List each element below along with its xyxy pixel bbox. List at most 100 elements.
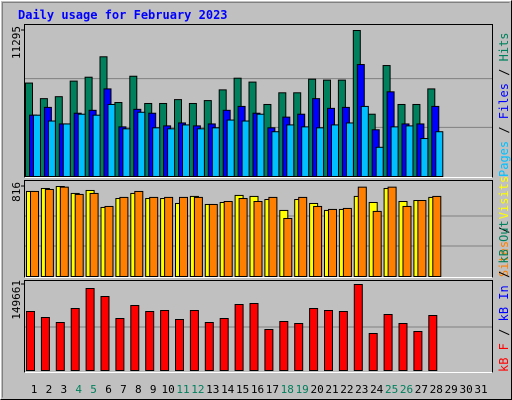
x-tick-label: 15 xyxy=(236,383,249,396)
x-tick-label: 8 xyxy=(135,383,142,396)
bar xyxy=(189,310,199,372)
bar xyxy=(226,119,235,177)
bar xyxy=(324,310,333,372)
bar xyxy=(313,205,323,278)
bar xyxy=(241,120,250,177)
bar xyxy=(417,200,427,277)
bar xyxy=(238,198,248,278)
x-tick-label: 6 xyxy=(105,383,112,396)
x-tick-label: 22 xyxy=(340,383,353,396)
x-tick-label: 3 xyxy=(60,383,67,396)
x-tick-label: 25 xyxy=(385,383,398,396)
bar xyxy=(122,128,131,178)
legend: Sites / Visits xyxy=(497,176,511,277)
legend-separator: / xyxy=(497,61,511,83)
bar xyxy=(40,317,50,372)
bar xyxy=(283,217,293,277)
x-tick-label: 4 xyxy=(75,383,82,396)
bar xyxy=(253,201,263,277)
x-tick-label: 30 xyxy=(459,383,472,396)
bar xyxy=(107,103,116,177)
bar xyxy=(160,310,170,372)
bar xyxy=(301,126,310,177)
bar xyxy=(59,186,69,277)
bar xyxy=(309,308,319,371)
legend-separator: / xyxy=(497,264,511,286)
bar xyxy=(134,190,144,278)
bar xyxy=(182,124,190,177)
y-max-label: 816 xyxy=(10,182,23,202)
bar xyxy=(268,196,278,277)
bar xyxy=(55,322,65,372)
bar xyxy=(357,186,367,277)
bar xyxy=(77,113,86,177)
bar xyxy=(286,124,295,177)
bar xyxy=(219,318,229,371)
bar xyxy=(62,123,71,178)
x-tick-label: 12 xyxy=(191,383,204,396)
x-tick-label: 16 xyxy=(251,383,264,396)
bar xyxy=(164,196,174,277)
x-tick-label: 7 xyxy=(120,383,127,396)
bar xyxy=(130,305,140,372)
x-tick-label: 1 xyxy=(31,383,38,396)
bar xyxy=(264,329,274,372)
legend-entry: Pages xyxy=(497,141,511,177)
x-tick-label: 19 xyxy=(296,383,309,396)
bar xyxy=(167,128,176,178)
bar xyxy=(360,105,369,177)
bar xyxy=(44,188,54,277)
bar xyxy=(428,315,438,372)
bar xyxy=(85,288,95,371)
legend: Pages / Files / Hits xyxy=(497,32,511,177)
bar xyxy=(420,138,429,177)
bar xyxy=(145,311,155,371)
x-tick-label: 27 xyxy=(415,383,428,396)
bar xyxy=(208,203,218,277)
bar xyxy=(383,314,393,371)
bar xyxy=(390,126,399,177)
bar xyxy=(30,190,39,278)
x-tick-label: 9 xyxy=(150,383,157,396)
bar xyxy=(316,127,325,178)
bar xyxy=(353,284,363,371)
x-tick-label: 26 xyxy=(400,383,413,396)
x-tick-label: 18 xyxy=(281,383,294,396)
legend-entry: Hits xyxy=(497,32,511,61)
bar xyxy=(175,319,184,371)
y-max-label: 149661 xyxy=(10,280,23,320)
bar xyxy=(193,196,203,277)
x-tick-label: 20 xyxy=(310,383,323,396)
bar xyxy=(368,333,378,371)
x-tick-label: 13 xyxy=(206,383,219,396)
bar xyxy=(89,192,99,277)
bar xyxy=(413,331,423,371)
bar xyxy=(372,210,382,277)
bar xyxy=(26,311,35,371)
bar xyxy=(137,111,146,177)
bar xyxy=(33,114,41,178)
x-tick-label: 31 xyxy=(474,383,487,396)
bar xyxy=(152,127,161,178)
x-tick-label: 28 xyxy=(430,383,443,396)
legend-separator: / xyxy=(497,219,511,241)
bar xyxy=(279,321,289,371)
x-tick-label: 2 xyxy=(46,383,53,396)
bar xyxy=(74,193,84,277)
bar xyxy=(211,127,220,178)
bar xyxy=(223,201,233,277)
bar xyxy=(345,122,354,177)
bar xyxy=(179,196,188,277)
x-tick-label: 5 xyxy=(90,383,97,396)
bar xyxy=(435,131,444,177)
x-tick-label: 10 xyxy=(161,383,174,396)
chart-title: Daily usage for February 2023 xyxy=(18,8,228,22)
bar xyxy=(387,186,397,277)
bar xyxy=(294,323,304,371)
x-tick-label: 14 xyxy=(221,383,235,396)
bar xyxy=(100,296,110,371)
x-tick-label: 23 xyxy=(355,383,368,396)
bar xyxy=(331,124,339,177)
